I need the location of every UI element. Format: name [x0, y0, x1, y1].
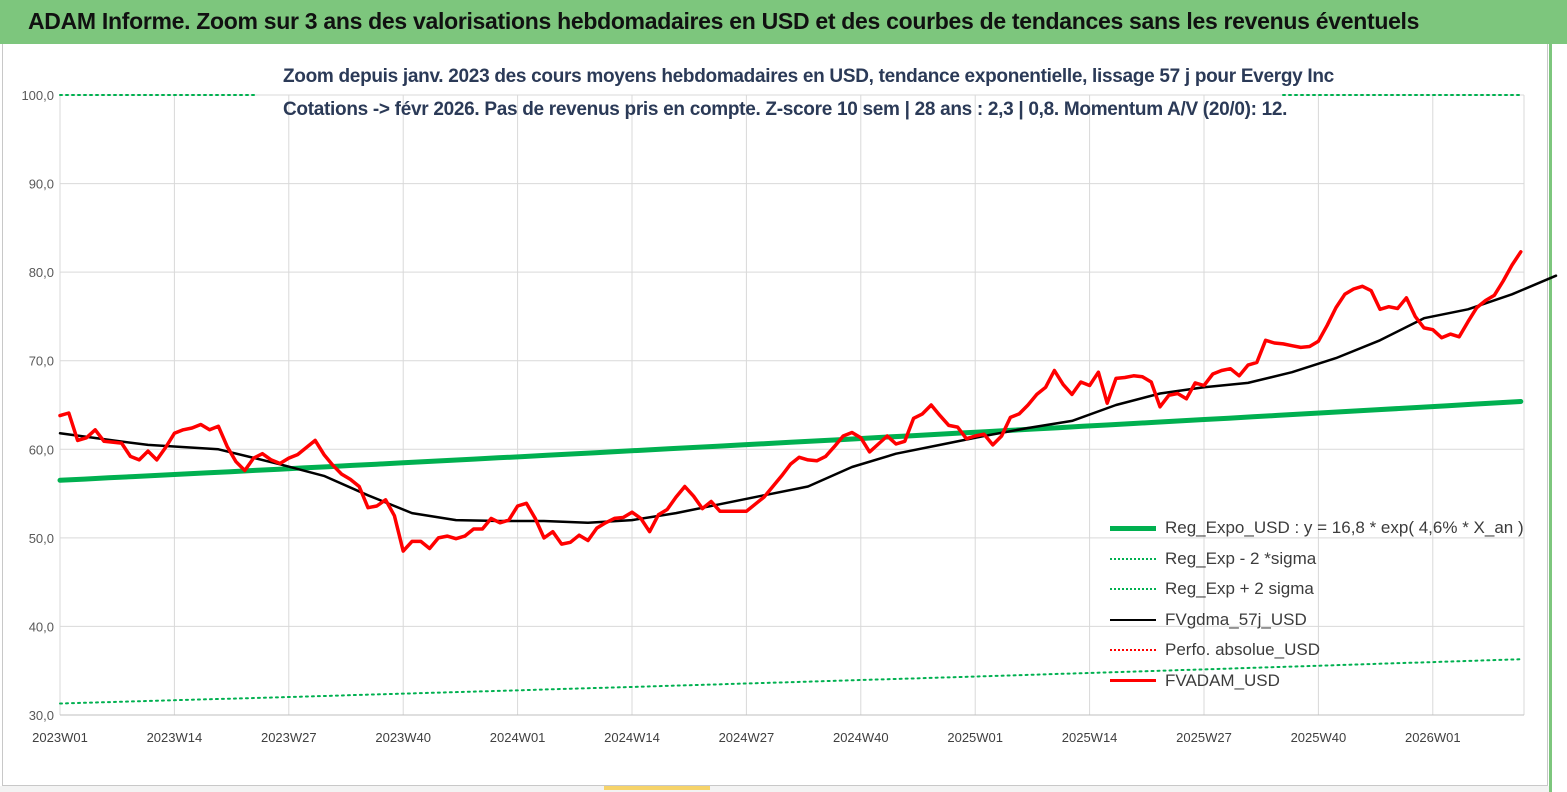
y-tick-label: 80,0 — [29, 265, 54, 280]
x-tick-label: 2024W27 — [719, 730, 775, 745]
chart-title-line1: Zoom depuis janv. 2023 des cours moyens … — [283, 66, 1334, 87]
series-line-1 — [59, 658, 1522, 705]
legend-swatch — [1110, 679, 1156, 683]
report-banner: ADAM Informe. Zoom sur 3 ans des valoris… — [0, 0, 1567, 44]
bottom-marker — [604, 786, 710, 790]
chart-frame — [2, 44, 1548, 786]
gridlines — [59, 94, 1525, 715]
legend-label: Perfo. absolue_USD — [1165, 640, 1320, 660]
legend-item: FVgdma_57j_USD — [1110, 605, 1530, 636]
x-tick-label: 2023W01 — [32, 730, 88, 745]
x-tick-label: 2024W40 — [833, 730, 889, 745]
series-lines — [57, 94, 1558, 705]
y-tick-label: 40,0 — [29, 619, 54, 634]
legend-swatch — [1110, 649, 1156, 652]
bottom-strip — [0, 786, 1549, 792]
y-tick-label: 90,0 — [29, 177, 54, 192]
y-tick-label: 100,0 — [21, 88, 54, 103]
legend-label: Reg_Exp - 2 *sigma — [1165, 548, 1317, 568]
chart-legend: Reg_Expo_USD : y = 16,8 * exp( 4,6% * X_… — [1110, 513, 1530, 696]
legend-label: Reg_Exp + 2 sigma — [1165, 579, 1314, 599]
x-tick-label: 2024W14 — [604, 730, 660, 745]
legend-label: FVgdma_57j_USD — [1165, 609, 1307, 629]
legend-item: Perfo. absolue_USD — [1110, 635, 1530, 666]
x-tick-label: 2023W27 — [261, 730, 317, 745]
x-tick-label: 2025W40 — [1291, 730, 1347, 745]
legend-item: Reg_Exp + 2 sigma — [1110, 574, 1530, 605]
legend-swatch — [1110, 618, 1156, 621]
series-line-5 — [58, 250, 1523, 553]
y-tick-label: 60,0 — [29, 442, 54, 457]
x-tick-label: 2025W14 — [1062, 730, 1118, 745]
series-line-3 — [58, 274, 1558, 525]
series-line-0 — [57, 399, 1524, 483]
legend-item: Reg_Exp - 2 *sigma — [1110, 544, 1530, 575]
y-axis-tick-labels: 30,0 40,0 50,0 60,0 70,0 80,0 90,0 100,0 — [21, 88, 54, 723]
x-tick-label: 2023W14 — [147, 730, 203, 745]
x-axis-tick-labels: 2023W01 2023W14 2023W27 2023W40 2024W01 2024W… — [32, 730, 1460, 745]
x-tick-label: 2023W40 — [375, 730, 431, 745]
legend-swatch — [1110, 557, 1156, 560]
x-tick-label: 2026W01 — [1405, 730, 1461, 745]
x-tick-label: 2025W27 — [1176, 730, 1232, 745]
y-tick-label: 70,0 — [29, 354, 54, 369]
chart-title-line2: Cotations -> févr 2026. Pas de revenus p… — [283, 99, 1288, 120]
x-tick-label: 2024W01 — [490, 730, 546, 745]
x-tick-label: 2025W01 — [947, 730, 1003, 745]
right-edge-bar — [1549, 44, 1567, 792]
legend-swatch — [1110, 588, 1156, 591]
banner-title: ADAM Informe. Zoom sur 3 ans des valoris… — [28, 8, 1420, 34]
legend-label: Reg_Expo_USD : y = 16,8 * exp( 4,6% * X_… — [1165, 518, 1524, 538]
y-tick-label: 30,0 — [29, 708, 54, 723]
legend-item: Reg_Expo_USD : y = 16,8 * exp( 4,6% * X_… — [1110, 513, 1530, 544]
legend-label: FVADAM_USD — [1165, 670, 1280, 690]
legend-swatch — [1110, 525, 1156, 531]
legend-item: FVADAM_USD — [1110, 666, 1530, 697]
y-tick-label: 50,0 — [29, 531, 54, 546]
